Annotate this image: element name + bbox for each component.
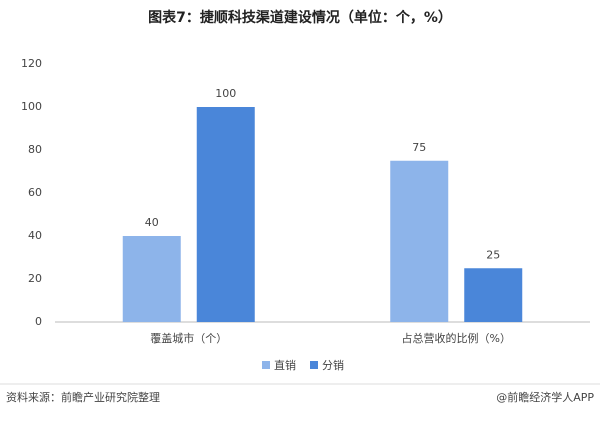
y-tick-label: 120 [21, 57, 42, 70]
legend-label: 直销 [274, 358, 296, 372]
x-tick-label: 覆盖城市（个） [150, 331, 227, 345]
y-tick-label: 60 [28, 186, 42, 199]
footer-source: 资料来源：前瞻产业研究院整理 [6, 390, 160, 404]
footer-brand: @前瞻经济学人APP [496, 390, 594, 404]
bar [196, 107, 255, 322]
value-label: 100 [215, 87, 236, 100]
y-tick-label: 40 [28, 229, 42, 242]
y-tick-label: 100 [21, 100, 42, 113]
y-tick-label: 80 [28, 143, 42, 156]
legend-swatch [262, 361, 270, 369]
bar [390, 160, 449, 322]
legend-label: 分销 [322, 358, 344, 372]
value-label: 40 [145, 216, 159, 229]
chart-title: 图表7：捷顺科技渠道建设情况（单位：个，%） [148, 9, 452, 26]
y-tick-label: 20 [28, 272, 42, 285]
bar [122, 236, 181, 322]
value-label: 25 [486, 248, 500, 261]
y-tick-label: 0 [35, 315, 42, 328]
x-tick-label: 占总营收的比例（%） [402, 331, 511, 345]
value-label: 75 [412, 141, 426, 154]
bar [464, 268, 523, 322]
legend-swatch [310, 361, 318, 369]
